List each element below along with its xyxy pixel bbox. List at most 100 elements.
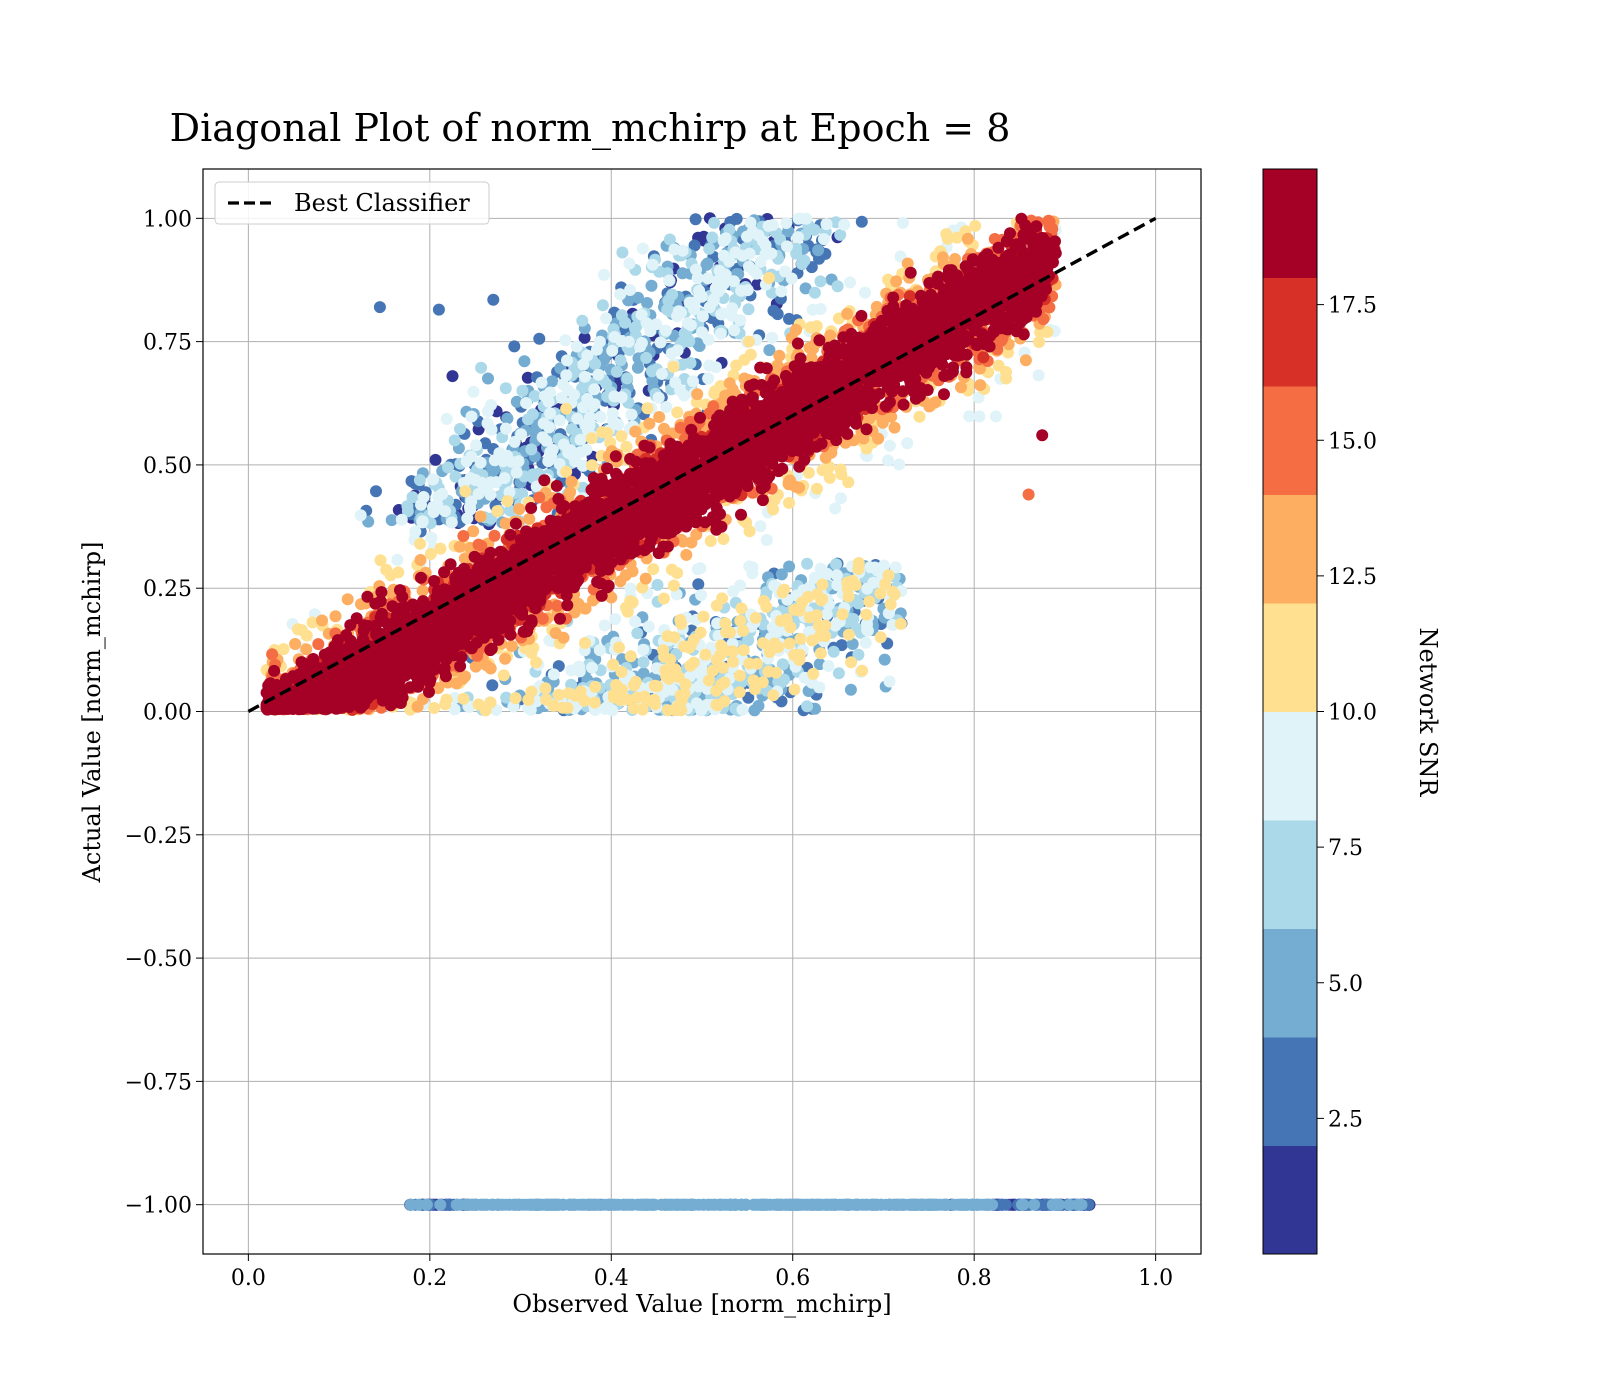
scatter-point [615, 309, 628, 322]
scatter-point [667, 579, 680, 592]
scatter-point [464, 503, 477, 516]
scatter-point [694, 626, 707, 639]
scatter-point [974, 379, 987, 392]
scatter-point [589, 680, 602, 693]
scatter-point [859, 286, 871, 299]
scatter-point [623, 257, 636, 270]
scatter-point [863, 595, 876, 608]
scatter-point [525, 443, 538, 456]
scatter-point [748, 704, 761, 717]
scatter-point [428, 702, 441, 714]
scatter-point [509, 692, 522, 705]
scatter-point [542, 455, 555, 468]
scatter-point [573, 665, 586, 678]
scatter-point [652, 391, 665, 404]
scatter-point [1022, 488, 1035, 501]
scatter-point [775, 285, 788, 298]
scatter-point [829, 502, 842, 515]
scatter-point [488, 454, 501, 467]
scatter-point [747, 264, 760, 277]
scatter-point [969, 219, 982, 232]
scatter-point [613, 641, 625, 654]
scatter-point [693, 340, 706, 352]
scatter-point [586, 661, 598, 674]
scatter-point [836, 608, 849, 621]
scatter-point [616, 246, 629, 259]
scatter-point [508, 435, 521, 448]
scatter-point [626, 1198, 639, 1211]
scatter-point [763, 272, 775, 284]
scatter-point [624, 650, 637, 663]
scatter-point [691, 388, 704, 401]
scatter-point [649, 698, 662, 711]
scatter-point [770, 666, 782, 679]
scatter-point [803, 611, 816, 624]
scatter-point [788, 683, 801, 696]
scatter-point [744, 348, 757, 361]
scatter-point [547, 668, 560, 681]
scatter-point [469, 474, 482, 486]
scatter-point [485, 1198, 498, 1211]
scatter-point [882, 569, 895, 582]
scatter-point [714, 1198, 726, 1211]
scatter-point [827, 645, 840, 658]
scatter-point [714, 327, 727, 340]
scatter-point [637, 643, 650, 656]
scatter-point [671, 406, 684, 419]
scatter-point [404, 1198, 417, 1211]
scatter-point [678, 640, 691, 653]
scatter-point [963, 410, 976, 423]
scatter-point [689, 213, 702, 226]
scatter-point [763, 646, 776, 658]
scatter-point [955, 381, 967, 394]
scatter-point [567, 1198, 580, 1211]
scatter-point [783, 496, 795, 509]
scatter-point [560, 369, 573, 382]
scatter-point [820, 218, 833, 231]
scatter-point [598, 268, 610, 281]
scatter-point [453, 540, 466, 553]
scatter-point [660, 401, 673, 413]
scatter-point [392, 566, 405, 579]
scatter-point [501, 495, 514, 508]
scatter-point [882, 454, 894, 467]
scatter-point [728, 324, 741, 337]
scatter-point [808, 223, 821, 236]
scatter-point [596, 299, 609, 312]
scatter-point [746, 561, 759, 574]
scatter-point [715, 308, 728, 321]
scatter-point [593, 644, 606, 657]
scatter-point [425, 531, 438, 544]
scatter-point [312, 638, 325, 651]
scatter-point [783, 560, 796, 573]
scatter-point [688, 239, 701, 252]
scatter-point [813, 681, 826, 694]
scatter-point [859, 636, 872, 649]
scatter-point [647, 563, 660, 576]
scatter-point [636, 242, 649, 255]
scatter-point [624, 284, 637, 296]
scatter-point [470, 439, 482, 452]
scatter-point [533, 332, 546, 345]
scatter-point [559, 334, 572, 347]
scatter-point [440, 412, 453, 425]
scatter-point [835, 639, 848, 652]
scatter-point [735, 284, 748, 297]
scatter-point [754, 520, 767, 533]
scatter-point [498, 472, 511, 485]
scatter-point [457, 692, 470, 705]
scatter-point [445, 516, 458, 529]
scatter-point [716, 592, 729, 605]
scatter-point [655, 368, 668, 380]
scatter-point [667, 360, 680, 373]
scatter-point [588, 383, 601, 396]
scatter-point [817, 233, 830, 246]
scatter-point [936, 251, 949, 264]
scatter-point [1063, 1198, 1076, 1211]
scatter-point [735, 602, 748, 615]
scatter-point [289, 638, 302, 650]
scatter-point [300, 643, 313, 656]
scatter-point [733, 669, 746, 682]
scatter-point [651, 578, 664, 591]
scatter-point [499, 382, 512, 395]
